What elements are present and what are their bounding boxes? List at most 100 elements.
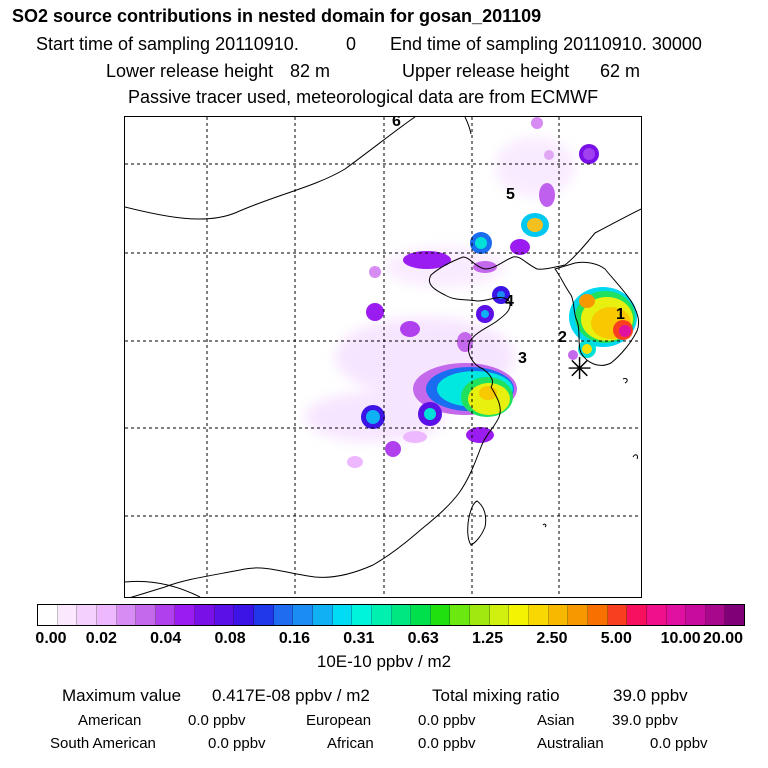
colorbar-swatch	[627, 605, 647, 625]
colorbar-swatch	[490, 605, 510, 625]
lower-release-value: 82 m	[290, 61, 330, 82]
colorbar-swatch	[77, 605, 97, 625]
map-panel: 1 2 3 4 5 6 ✳	[124, 116, 642, 598]
colorbar-swatch	[549, 605, 569, 625]
colorbar-swatch	[293, 605, 313, 625]
map-canvas: 1 2 3 4 5 6 ✳	[125, 117, 642, 598]
region-asian-label: Asian	[537, 712, 575, 729]
plume-blob	[366, 410, 380, 424]
colorbar-tick-label: 0.63	[408, 630, 439, 648]
colorbar-tick-label: 20.00	[703, 630, 743, 648]
colorbar-swatch	[58, 605, 78, 625]
colorbar-tick-label: 0.02	[86, 630, 117, 648]
colorbar-tick-label: 0.04	[150, 630, 181, 648]
border-line	[125, 581, 200, 597]
end-time-label: End time of sampling 20110910. 30000	[390, 34, 702, 55]
colorbar-swatch	[706, 605, 726, 625]
colorbar-swatch	[156, 605, 176, 625]
colorbar-tick-label: 0.31	[343, 630, 374, 648]
colorbar-swatch	[175, 605, 195, 625]
colorbar-swatch	[431, 605, 451, 625]
border-line	[125, 117, 415, 219]
region-american-label: American	[78, 712, 141, 729]
region-australian-label: Australian	[537, 735, 604, 752]
colorbar-swatch	[608, 605, 628, 625]
colorbar-swatch	[411, 605, 431, 625]
region-american-value: 0.0 ppbv	[188, 712, 246, 729]
border-line	[465, 117, 471, 134]
plume-blob	[583, 148, 595, 160]
lower-release-label: Lower release height	[106, 61, 273, 82]
colorbar-swatch	[333, 605, 353, 625]
region-marker-4: 4	[505, 293, 514, 310]
plume-blob	[424, 408, 436, 420]
colorbar-swatch	[97, 605, 117, 625]
colorbar-tick-label: 10.00	[661, 630, 701, 648]
plume-blob	[475, 237, 487, 249]
coastline-taiwan	[468, 501, 486, 545]
plume-blob	[457, 332, 473, 352]
plume-blob	[369, 266, 381, 278]
colorbar-swatch	[215, 605, 235, 625]
upper-release-value: 62 m	[600, 61, 640, 82]
plume-blob	[531, 117, 543, 129]
total-mixing-label: Total mixing ratio	[432, 686, 560, 706]
region-marker-2: 2	[558, 329, 567, 346]
colorbar-swatch	[686, 605, 706, 625]
region-marker-5: 5	[506, 186, 515, 203]
plume-blob	[539, 183, 555, 207]
plume-blob	[544, 150, 554, 160]
start-time-value: 0	[346, 34, 356, 55]
max-value: 0.417E-08 ppbv / m2	[212, 686, 370, 706]
colorbar-swatch	[568, 605, 588, 625]
colorbar-swatch	[38, 605, 58, 625]
plume-blob	[385, 441, 401, 457]
island	[623, 378, 627, 383]
colorbar-swatch	[509, 605, 529, 625]
colorbar-swatch	[392, 605, 412, 625]
region-asian-value: 39.0 ppbv	[612, 712, 678, 729]
max-value-label: Maximum value	[62, 686, 181, 706]
plume-blob	[403, 431, 427, 443]
region-marker-1: 1	[616, 306, 625, 323]
colorbar-swatch	[136, 605, 156, 625]
colorbar-swatch	[117, 605, 137, 625]
colorbar-swatch	[234, 605, 254, 625]
colorbar	[37, 604, 745, 626]
region-south-american-value: 0.0 ppbv	[208, 735, 266, 752]
upper-release-label: Upper release height	[402, 61, 569, 82]
total-mixing-value: 39.0 ppbv	[613, 686, 688, 706]
colorbar-swatch	[254, 605, 274, 625]
colorbar-tick-label: 1.25	[472, 630, 503, 648]
island	[633, 455, 638, 459]
colorbar-swatch	[352, 605, 372, 625]
colorbar-swatch	[372, 605, 392, 625]
colorbar-swatch	[588, 605, 608, 625]
colorbar-tick-label: 0.08	[215, 630, 246, 648]
start-time-label: Start time of sampling 20110910.	[36, 34, 299, 55]
plume-blob	[579, 294, 595, 308]
plume-blob	[347, 456, 363, 468]
region-european-value: 0.0 ppbv	[418, 712, 476, 729]
colorbar-swatch	[470, 605, 490, 625]
colorbar-swatch	[450, 605, 470, 625]
region-australian-value: 0.0 ppbv	[650, 735, 708, 752]
colorbar-tick-label: 2.50	[536, 630, 567, 648]
colorbar-swatch	[274, 605, 294, 625]
colorbar-swatch	[667, 605, 687, 625]
colorbar-tick-label: 0.16	[279, 630, 310, 648]
plume-blob	[400, 321, 420, 337]
plume-blob	[366, 303, 384, 321]
region-south-american-label: South American	[50, 735, 156, 752]
station-marker: ✳	[567, 353, 592, 386]
border-line	[565, 207, 642, 265]
plume-blob	[466, 427, 494, 443]
colorbar-swatch	[647, 605, 667, 625]
lat-lon-grid	[125, 117, 642, 598]
region-marker-6: 6	[392, 117, 401, 130]
chart-title: SO2 source contributions in nested domai…	[12, 6, 541, 27]
region-african-value: 0.0 ppbv	[418, 735, 476, 752]
colorbar-tick-label: 5.00	[601, 630, 632, 648]
colorbar-swatch	[725, 605, 744, 625]
colorbar-swatch	[529, 605, 549, 625]
